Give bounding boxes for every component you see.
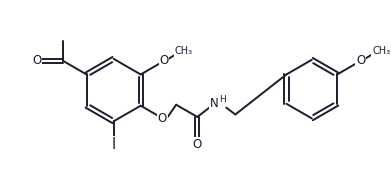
Text: H: H	[219, 95, 226, 104]
Text: CH₃: CH₃	[175, 46, 193, 56]
Text: O: O	[160, 54, 169, 67]
Text: O: O	[32, 54, 41, 67]
Text: O: O	[193, 138, 202, 151]
Text: O: O	[356, 54, 365, 67]
Text: N: N	[210, 97, 219, 110]
Text: O: O	[158, 112, 167, 125]
Text: CH₃: CH₃	[372, 46, 390, 56]
Text: I: I	[111, 137, 116, 152]
